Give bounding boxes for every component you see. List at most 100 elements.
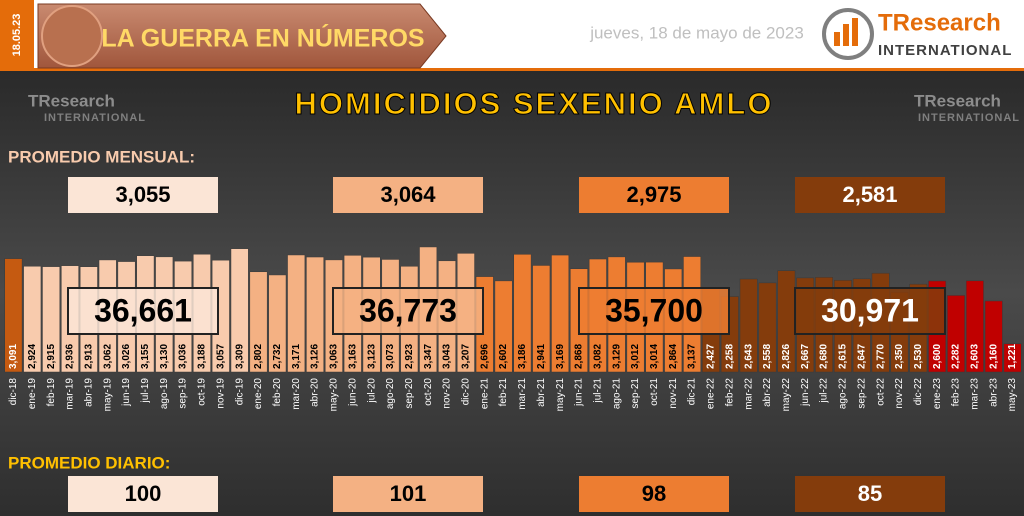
value-label: 2,915	[46, 344, 57, 369]
daily-value: 101	[390, 481, 427, 506]
value-label: 3,309	[234, 344, 245, 369]
x-tick-label: jul-19	[140, 378, 151, 404]
bar	[4, 258, 23, 373]
x-tick-label: feb-19	[46, 378, 57, 407]
monthly-value: 3,055	[115, 182, 170, 207]
watermark-logo: TResearch INTERNATIONAL	[28, 91, 146, 124]
total-value: 35,700	[605, 292, 703, 328]
value-label: 3,043	[442, 344, 453, 369]
value-label: 3,082	[592, 344, 603, 369]
x-tick-label: ene-19	[27, 378, 38, 410]
logo: TResearch INTERNATIONAL	[822, 8, 1012, 60]
x-tick-label: ene-23	[932, 378, 943, 410]
value-label: 2,282	[951, 344, 962, 369]
value-label: 2,667	[800, 344, 811, 369]
value-label: 2,258	[724, 344, 735, 369]
x-tick-label: abr-21	[536, 378, 547, 407]
x-tick-label: oct-19	[197, 378, 208, 406]
x-tick-label: ene-22	[706, 378, 717, 410]
x-tick-label: nov-22	[894, 378, 905, 409]
daily-box	[795, 476, 945, 512]
value-label: 2,770	[875, 344, 886, 369]
value-label: 3,129	[611, 344, 622, 369]
value-label: 2,643	[743, 344, 754, 369]
x-tick-label: dic-19	[234, 378, 245, 406]
x-tick-label: feb-20	[272, 378, 283, 407]
x-tick-label: abr-20	[310, 378, 321, 407]
monthly-value: 2,581	[842, 182, 897, 207]
logo-mark	[822, 8, 874, 60]
x-tick-label: mar-23	[970, 378, 981, 410]
x-tick-label: dic-21	[687, 378, 698, 406]
x-tick-label: dic-20	[461, 378, 472, 406]
x-tick-label: jun-19	[121, 378, 132, 407]
value-label: 3,163	[347, 344, 358, 369]
total-box	[332, 287, 484, 335]
value-label: 3,155	[140, 344, 151, 369]
logo-name: TResearch	[914, 91, 1001, 110]
value-label: 2,160	[988, 344, 999, 369]
monthly-box	[579, 177, 729, 213]
header-rule	[0, 68, 1024, 71]
x-tick-label: ago-20	[385, 378, 396, 410]
monthly-value: 2,975	[626, 182, 681, 207]
x-tick-label: jun-21	[574, 378, 585, 407]
daily-value: 100	[125, 481, 162, 506]
monthly-value: 3,064	[380, 182, 436, 207]
summary-boxes: 3,055 36,661 100 3,064 36,773 101 2,975 35,700 9…	[67, 177, 946, 512]
header-date: jueves, 18 de mayo de 2023	[589, 23, 804, 42]
x-tick-label: oct-21	[649, 378, 660, 406]
logo-sub: INTERNATIONAL	[44, 112, 146, 124]
x-tick-label: jun-22	[800, 378, 811, 407]
value-label: 2,615	[838, 344, 849, 369]
value-label: 3,014	[649, 344, 660, 369]
bar	[42, 266, 61, 373]
bar	[23, 265, 42, 373]
monthly-box	[795, 177, 945, 213]
x-tick-label: feb-23	[951, 378, 962, 407]
total-value: 30,971	[821, 292, 919, 328]
value-label: 2,941	[536, 344, 547, 369]
bar	[230, 248, 249, 373]
total-value: 36,773	[359, 292, 457, 328]
value-label: 3,169	[555, 344, 566, 369]
x-tick-label: dic-18	[8, 378, 19, 406]
bar	[494, 280, 513, 373]
x-tick-label: jul-22	[819, 378, 830, 404]
bar	[532, 265, 551, 373]
bar	[984, 300, 1003, 373]
value-label: 3,057	[215, 344, 226, 369]
value-label: 2,680	[819, 344, 830, 369]
logo-sub: INTERNATIONAL	[918, 112, 1020, 124]
daily-label: PROMEDIO DIARIO:	[8, 453, 170, 472]
logo-mark	[843, 24, 849, 46]
value-label: 3,036	[178, 344, 189, 369]
logo-name: TResearch	[878, 9, 1001, 36]
value-label: 2,923	[404, 344, 415, 369]
value-label: 3,186	[517, 344, 528, 369]
value-label: 3,347	[423, 344, 434, 369]
value-label: 2,936	[65, 344, 76, 369]
x-tick-label: may-20	[329, 378, 340, 412]
banner	[37, 3, 447, 69]
value-label: 3,091	[8, 344, 19, 369]
x-tick-label: ene-20	[253, 378, 264, 410]
value-label: 3,123	[366, 344, 377, 369]
x-tick-label: may-23	[1007, 378, 1018, 412]
x-tick-label: ago-22	[838, 378, 849, 410]
value-label: 2,826	[781, 344, 792, 369]
daily-value: 98	[642, 481, 666, 506]
value-label: 2,603	[970, 344, 981, 369]
bar	[513, 254, 532, 373]
value-label: 3,062	[102, 344, 113, 369]
watermark-logo: TResearch INTERNATIONAL	[914, 91, 1020, 124]
x-tick-label: mar-19	[65, 378, 76, 410]
x-tick-label: ene-21	[479, 378, 490, 410]
logo-sub: INTERNATIONAL	[878, 42, 1012, 59]
date-strip	[0, 0, 34, 70]
value-label: 3,012	[630, 344, 641, 369]
x-tick-label: abr-22	[762, 378, 773, 407]
bar	[306, 256, 324, 373]
banner-text: LA GUERRA EN NÚMEROS	[101, 23, 424, 53]
